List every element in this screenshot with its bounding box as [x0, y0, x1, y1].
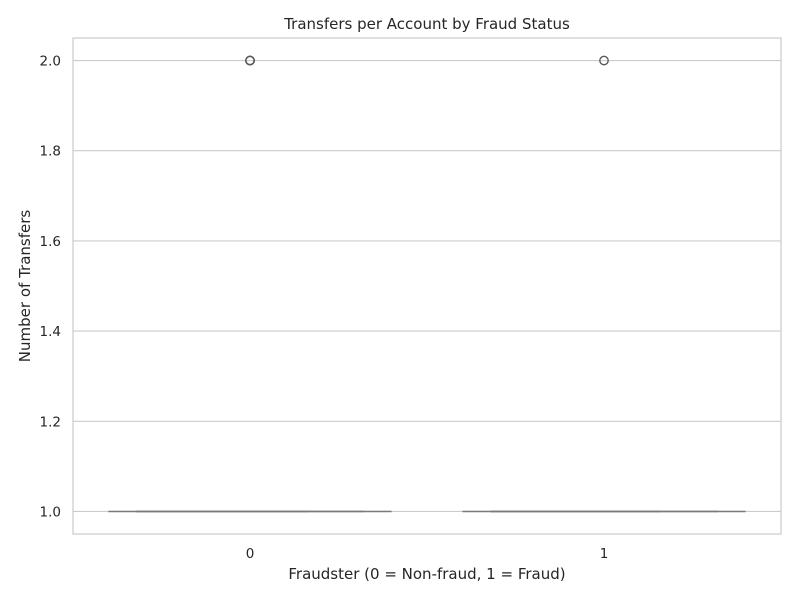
grid-layer	[73, 59, 781, 513]
y-tick-label: 2.0	[40, 54, 61, 70]
y-tick-label: 1.0	[40, 504, 61, 520]
x-tick-label: 0	[246, 546, 255, 562]
box-1	[462, 55, 746, 513]
box-0	[108, 55, 392, 513]
y-tick-layer: 1.0 1.2 1.4 1.6 1.8 2.0	[40, 54, 61, 521]
y-axis-label: Number of Transfers	[16, 210, 34, 363]
x-tick-label: 1	[600, 546, 609, 562]
y-tick-label: 1.4	[40, 324, 61, 340]
x-axis-label: Fraudster (0 = Non-fraud, 1 = Fraud)	[288, 565, 565, 583]
plot-frame	[72, 37, 782, 535]
y-tick-label: 1.2	[40, 414, 61, 430]
y-tick-label: 1.8	[40, 144, 61, 160]
y-tick-label: 1.6	[40, 234, 61, 250]
box-layer	[108, 55, 746, 513]
outlier-point	[599, 55, 609, 66]
outlier-point	[245, 55, 255, 66]
chart-title: Transfers per Account by Fraud Status	[283, 15, 570, 33]
